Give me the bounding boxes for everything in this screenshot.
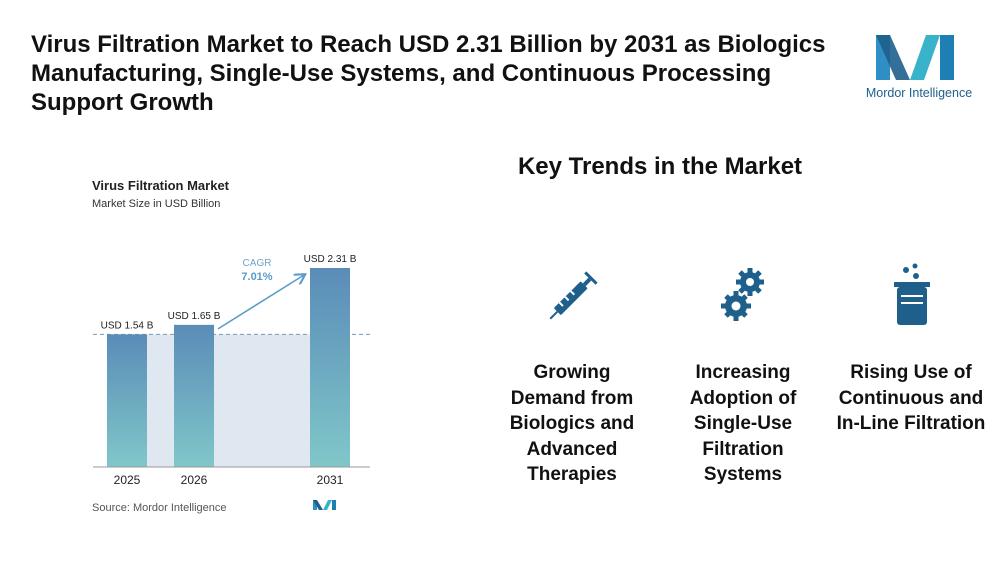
shaded-area	[147, 334, 310, 467]
x-tick-label: 2031	[317, 473, 344, 487]
value-label: USD 1.65 B	[168, 311, 221, 322]
chart: Virus Filtration Market Market Size in U…	[92, 178, 370, 514]
syringe-icon	[549, 271, 598, 320]
x-tick-label: 2026	[181, 473, 208, 487]
source: Source: Mordor Intelligence	[92, 502, 227, 514]
page-title: Virus Filtration Market to Reach USD 2.3…	[31, 31, 826, 116]
cagr-arrow	[217, 275, 304, 330]
value-label: USD 2.31 B	[304, 254, 357, 265]
trend-text: Increasing Adoption of Single-Use Filtra…	[689, 362, 797, 485]
cagr-value: 7.01%	[241, 271, 272, 283]
cagr-label: CAGR	[243, 258, 272, 269]
x-tick-label: 2025	[114, 473, 141, 487]
source-logo	[313, 500, 336, 510]
bar	[107, 334, 147, 467]
trend-text: Rising Use of Continuous and In-Line Fil…	[836, 362, 986, 434]
logo-text: Mordor Intelligence	[865, 86, 973, 100]
chart-subtitle: Market Size in USD Billion	[92, 198, 220, 210]
gears-icon	[721, 268, 764, 321]
chart-title: Virus Filtration Market	[92, 178, 230, 193]
bar	[310, 268, 350, 467]
logo	[876, 35, 954, 80]
value-label: USD 1.54 B	[101, 320, 154, 331]
beaker-icon	[894, 263, 930, 325]
section-title: Key Trends in the Market	[517, 153, 803, 180]
trend-text: Growing Demand from Biologics and Advanc…	[509, 362, 635, 485]
bar	[174, 324, 214, 467]
